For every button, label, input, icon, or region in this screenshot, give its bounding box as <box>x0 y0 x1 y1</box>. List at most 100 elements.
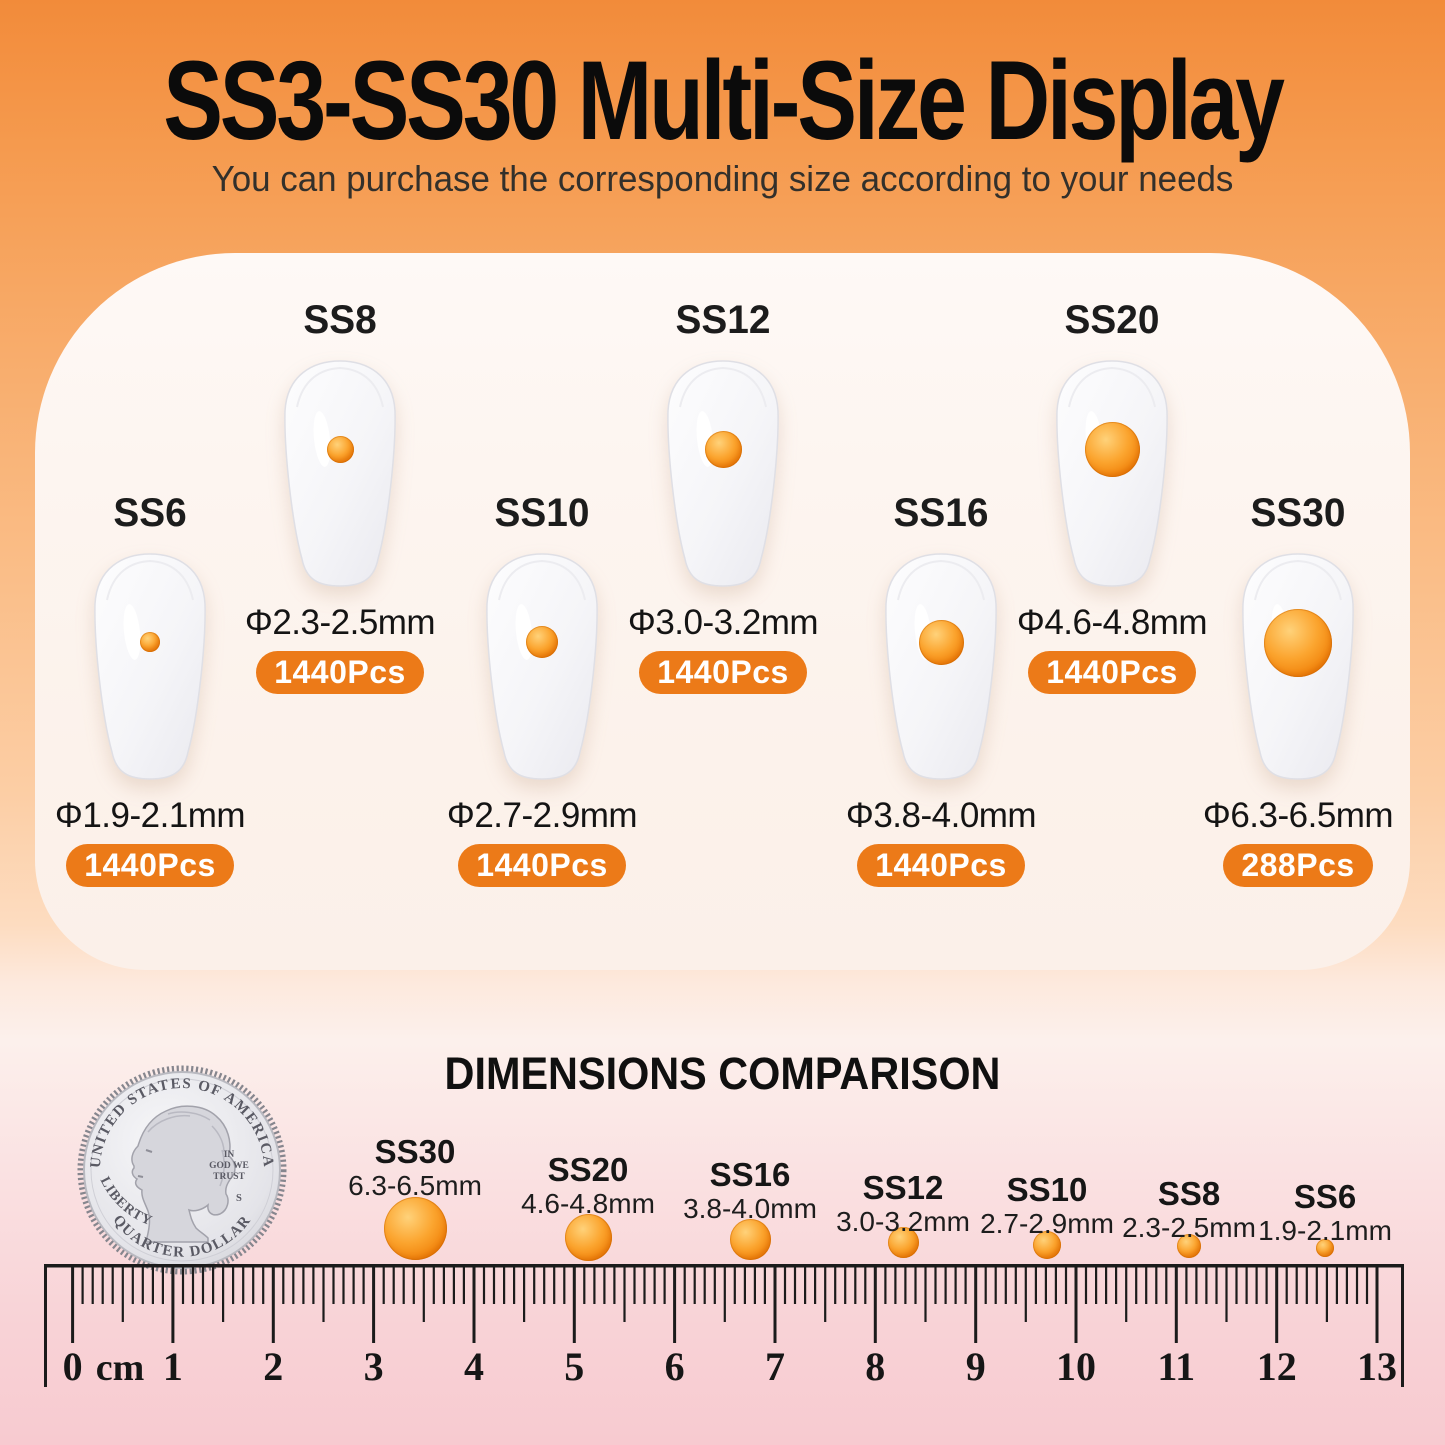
comparison-title: DIMENSIONS COMPARISON <box>444 1048 1001 1099</box>
comparison-gem <box>729 1219 771 1260</box>
page-title: SS3-SS30 Multi-Size Display <box>163 38 1285 163</box>
comparison-size-range: 3.8-4.0mm <box>683 1193 817 1224</box>
nail-tip-photo <box>1049 355 1175 591</box>
rhinestone-gem <box>704 431 742 468</box>
comparison-size-range: 1.9-2.1mm <box>1258 1215 1392 1246</box>
comparison-gem <box>564 1214 612 1261</box>
svg-text:cm: cm <box>96 1347 145 1389</box>
svg-text:5: 5 <box>564 1344 584 1389</box>
comparison-size-name: SS16 <box>709 1156 791 1193</box>
diameter-label: Φ3.8-4.0mm <box>845 796 1037 835</box>
svg-text:6: 6 <box>665 1344 685 1389</box>
svg-text:0: 0 <box>63 1344 83 1389</box>
comparison-gem <box>383 1197 447 1260</box>
comparison-gem <box>1316 1239 1334 1257</box>
comparison-size-range: 4.6-4.8mm <box>521 1188 655 1219</box>
nail-tip-photo <box>878 548 1004 784</box>
count-badge-label: 1440Pcs <box>274 654 406 690</box>
diameter-label: Φ6.3-6.5mm <box>1202 796 1394 835</box>
count-badge: 1440Pcs <box>639 651 807 694</box>
svg-text:GOD WE: GOD WE <box>209 1161 249 1171</box>
count-badge-label: 1440Pcs <box>657 654 789 690</box>
rhinestone-gem <box>326 436 354 463</box>
rhinestone-gem <box>918 620 964 665</box>
nail-shape <box>486 553 598 780</box>
svg-text:TRUST: TRUST <box>213 1172 245 1182</box>
nail-tip-photo <box>1235 548 1361 784</box>
size-name-label: SS8 <box>303 298 377 342</box>
ruler-top-edge <box>44 1264 1404 1268</box>
svg-text:13: 13 <box>1357 1344 1397 1389</box>
svg-text:IN: IN <box>224 1150 235 1160</box>
count-badge: 1440Pcs <box>66 844 234 887</box>
svg-text:3: 3 <box>364 1344 384 1389</box>
coin-inner-rim <box>90 1078 274 1262</box>
count-badge-label: 1440Pcs <box>84 847 216 883</box>
nail-tip-photo <box>660 355 786 591</box>
svg-text:11: 11 <box>1157 1344 1195 1389</box>
count-badge: 1440Pcs <box>1028 651 1196 694</box>
comparison-gem <box>1177 1234 1201 1258</box>
size-name-label: SS20 <box>1064 298 1160 342</box>
size-name-label: SS12 <box>675 298 771 342</box>
comparison-item-ss30: SS30 6.3-6.5mm <box>330 1133 500 1260</box>
diameter-label: Φ1.9-2.1mm <box>54 796 246 835</box>
count-badge-label: 288Pcs <box>1241 847 1355 883</box>
nail-display-ss30: SS30 Φ6.3-6.5mm 288Pcs <box>1168 489 1428 887</box>
coin-mint-mark: S <box>236 1193 242 1204</box>
size-name-label: SS16 <box>893 491 989 535</box>
comparison-size-name: SS30 <box>374 1133 456 1170</box>
diameter-label: Φ4.6-4.8mm <box>1016 603 1208 642</box>
comparison-gem <box>1033 1231 1061 1259</box>
svg-text:12: 12 <box>1257 1344 1297 1389</box>
svg-text:4: 4 <box>464 1344 484 1389</box>
ruler-left-edge <box>44 1264 47 1387</box>
comparison-item-ss12: SS12 3.0-3.2mm <box>818 1169 988 1258</box>
svg-text:7: 7 <box>765 1344 785 1389</box>
comparison-size-name: SS6 <box>1293 1178 1357 1215</box>
comparison-size-range: 2.7-2.9mm <box>980 1208 1114 1239</box>
count-badge: 1440Pcs <box>857 844 1025 887</box>
nail-shape <box>284 360 396 587</box>
comparison-size-range: 2.3-2.5mm <box>1122 1212 1256 1243</box>
page-subtitle: You can purchase the corresponding size … <box>211 158 1234 199</box>
rhinestone-gem <box>526 626 558 658</box>
comparison-size-name: SS20 <box>547 1151 629 1188</box>
size-name-label: SS30 <box>1250 491 1346 535</box>
coin-reeded-edge <box>77 1065 287 1275</box>
comparison-size-name: SS12 <box>862 1169 944 1206</box>
size-name-label: SS6 <box>113 491 187 535</box>
count-badge: 288Pcs <box>1223 844 1373 887</box>
rhinestone-gem <box>1264 609 1332 677</box>
washington-bust <box>131 1105 236 1243</box>
nail-display-ss16: SS16 Φ3.8-4.0mm 1440Pcs <box>811 489 1071 887</box>
diameter-label: Φ2.3-2.5mm <box>244 603 436 642</box>
face-detail-lines <box>137 1149 153 1178</box>
ruler-ticks <box>71 1267 1379 1343</box>
count-badge-label: 1440Pcs <box>875 847 1007 883</box>
comparison-gem <box>887 1227 919 1258</box>
comparison-item-ss10: SS10 2.7-2.9mm <box>962 1171 1132 1259</box>
comparison-item-ss20: SS20 4.6-4.8mm <box>503 1151 673 1261</box>
diameter-label: Φ3.0-3.2mm <box>627 603 819 642</box>
count-badge-label: 1440Pcs <box>476 847 608 883</box>
nail-shape <box>667 360 779 587</box>
comparison-item-ss16: SS16 3.8-4.0mm <box>665 1156 835 1260</box>
diameter-label: Φ2.7-2.9mm <box>446 796 638 835</box>
comparison-item-ss6: SS6 1.9-2.1mm <box>1240 1178 1410 1257</box>
gloss-highlight <box>313 411 331 467</box>
nail-display-ss20: SS20 Φ4.6-4.8mm 1440Pcs <box>982 296 1242 694</box>
gloss-highlight <box>123 604 141 660</box>
count-badge: 1440Pcs <box>256 651 424 694</box>
count-badge: 1440Pcs <box>458 844 626 887</box>
ruler-right-edge <box>1401 1264 1404 1387</box>
size-name-label: SS10 <box>494 491 590 535</box>
svg-text:2: 2 <box>263 1344 283 1389</box>
nail-tip-photo <box>479 548 605 784</box>
nail-display-ss12: SS12 Φ3.0-3.2mm 1440Pcs <box>593 296 853 694</box>
count-badge-label: 1440Pcs <box>1046 654 1178 690</box>
quarter-coin: UNITED STATES OF AMERICA QUARTER DOLLAR … <box>77 1065 287 1275</box>
